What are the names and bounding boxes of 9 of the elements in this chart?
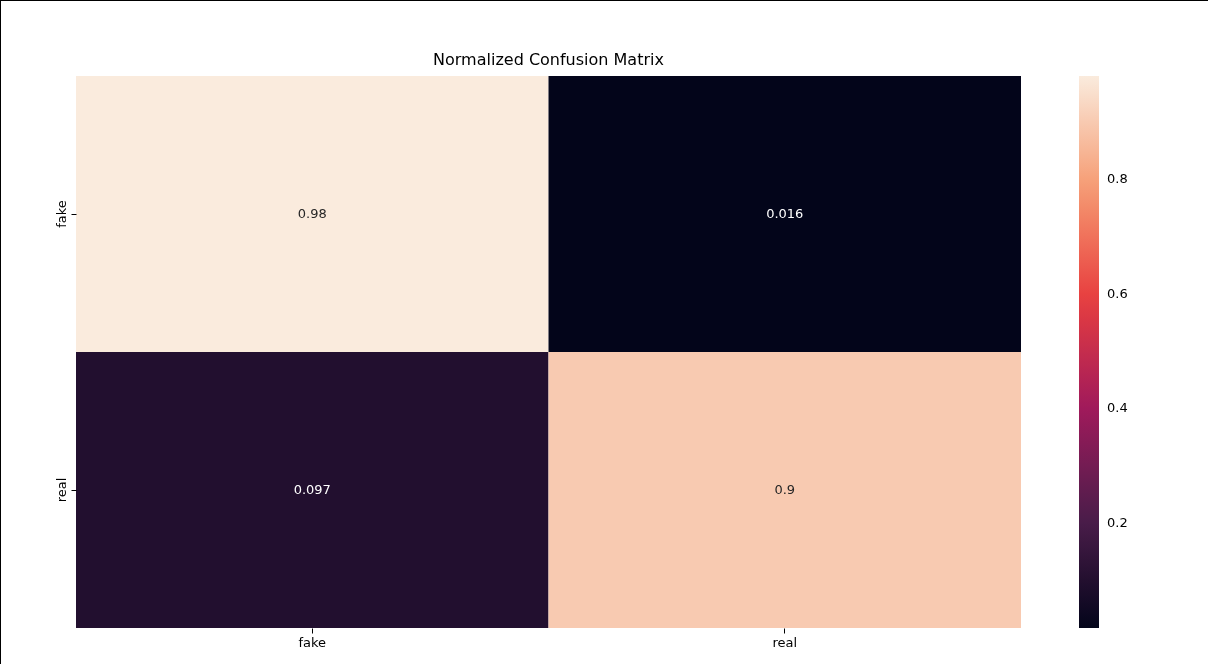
data-label: 0.016	[766, 206, 804, 221]
color-bar-label: 0.4	[1107, 400, 1128, 416]
data-label: 0.98	[297, 206, 327, 221]
color-bar-label: 0.2	[1107, 514, 1128, 530]
data-label: 0.9	[774, 482, 796, 497]
color-bar-label: 0.6	[1107, 285, 1128, 301]
color-bar-label: 0.8	[1107, 171, 1128, 187]
data-label: 0.097	[293, 482, 331, 497]
chart-title: Normalized Confusion Matrix	[433, 50, 664, 69]
